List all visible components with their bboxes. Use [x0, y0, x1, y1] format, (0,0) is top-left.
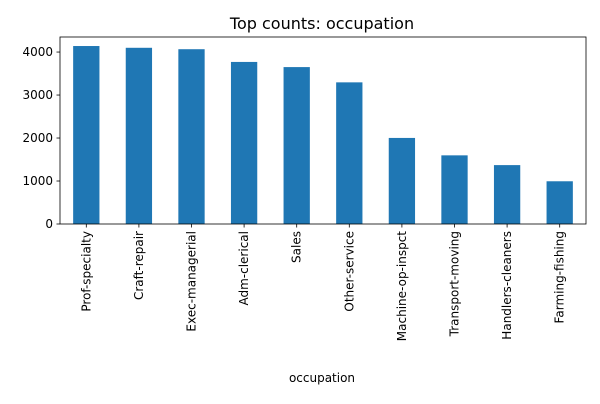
bar-handlers-cleaners	[493, 165, 521, 224]
x-tick-label: Craft-repair	[132, 231, 146, 300]
y-tick-label: 4000	[22, 45, 53, 59]
x-tick-label: Exec-managerial	[185, 231, 199, 332]
x-tick-label: Sales	[290, 231, 304, 263]
y-tick-label: 2000	[22, 131, 53, 145]
x-tick-label: Adm-clerical	[237, 231, 251, 306]
x-tick-label: Other-service	[342, 231, 356, 312]
bar-machine-op-inspct	[388, 137, 416, 224]
bar-farming-fishing	[546, 181, 573, 224]
x-tick-label: Handlers-cleaners	[500, 231, 514, 340]
y-tick-label: 0	[45, 217, 53, 231]
y-tick-label: 3000	[22, 88, 53, 102]
bar-sales	[283, 67, 310, 225]
x-axis-ticks: Prof-specialty Craft-repair Exec-manageria…	[79, 224, 567, 341]
y-axis-ticks: 0 1000 2000 3000 4000	[22, 45, 60, 231]
y-tick-label: 1000	[22, 174, 53, 188]
x-tick-label: Farming-fishing	[553, 231, 567, 323]
x-tick-label: Transport-moving	[448, 231, 462, 337]
x-tick-label: Prof-specialty	[79, 231, 93, 312]
bar-transport-moving	[441, 155, 468, 224]
chart-title: Top counts: occupation	[229, 14, 414, 33]
bar-exec-managerial	[178, 49, 205, 224]
bars-group	[73, 46, 573, 225]
bar-other-service	[336, 82, 363, 224]
bar-prof-specialty	[73, 46, 100, 224]
x-axis-label: occupation	[289, 371, 355, 385]
plot-frame	[59, 36, 587, 225]
x-tick-label: Machine-op-inspct	[395, 231, 409, 341]
bar-craft-repair	[125, 47, 153, 224]
bar-adm-clerical	[230, 61, 258, 224]
